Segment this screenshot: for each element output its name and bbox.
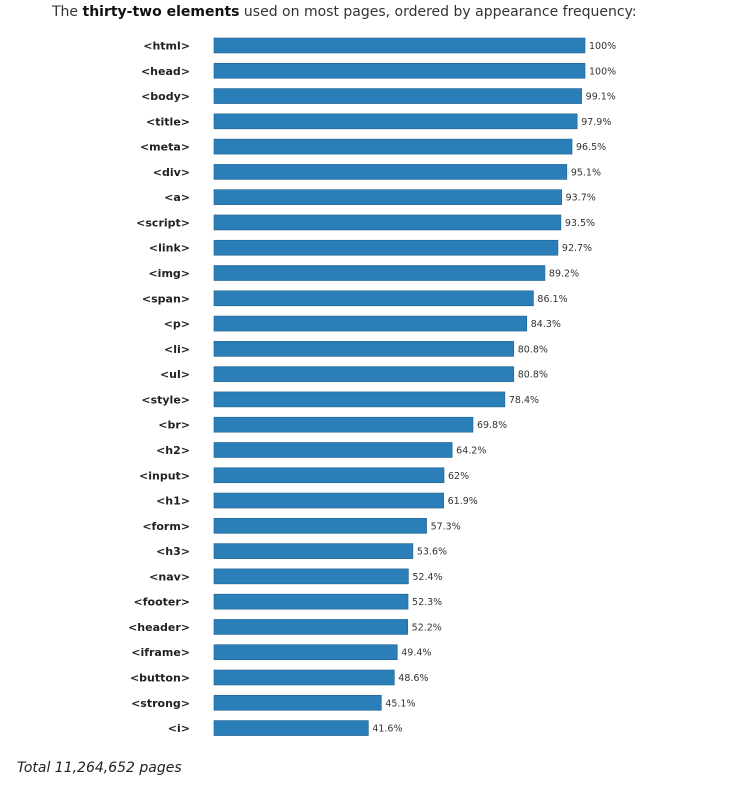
value-label: 45.1%	[385, 698, 415, 709]
category-label: <h3>	[156, 545, 190, 558]
category-label: <head>	[141, 65, 190, 78]
value-label: 52.4%	[412, 572, 442, 583]
category-label: <input>	[139, 469, 190, 482]
caption-bold: thirty-two elements	[82, 4, 240, 20]
value-label: 80.8%	[518, 370, 548, 381]
value-label: 57.3%	[431, 521, 461, 532]
value-label: 41.6%	[372, 724, 402, 735]
value-label: 80.8%	[518, 344, 548, 355]
category-label: <br>	[158, 419, 190, 432]
value-label: 100%	[589, 41, 616, 52]
category-label: <meta>	[140, 141, 190, 154]
bar	[213, 239, 559, 256]
category-label: <li>	[164, 343, 190, 356]
value-label: 61.9%	[448, 496, 478, 507]
caption-prefix: The	[52, 4, 83, 20]
category-label: <div>	[153, 166, 190, 179]
category-label: <body>	[141, 90, 190, 103]
category-label: <form>	[142, 520, 190, 533]
category-label: <html>	[143, 40, 190, 53]
category-label: <p>	[164, 318, 190, 331]
bar	[213, 138, 573, 155]
category-label: <img>	[148, 267, 190, 280]
bar	[213, 391, 506, 408]
bar	[213, 619, 408, 635]
bar	[213, 467, 445, 484]
bar	[213, 543, 414, 559]
value-label: 84.3%	[531, 319, 561, 330]
value-label: 99.1%	[586, 92, 616, 103]
value-label: 53.6%	[417, 547, 447, 558]
bar	[213, 366, 515, 382]
bar	[213, 214, 562, 231]
value-label: 92.7%	[562, 243, 592, 254]
value-label: 78.4%	[509, 395, 539, 406]
bar	[213, 669, 395, 686]
category-label: <title>	[146, 115, 190, 128]
total-pages: Total 11,264,652 pages	[17, 760, 182, 776]
chart-caption: The thirty-two elements used on most pag…	[52, 3, 637, 21]
bar	[213, 315, 528, 332]
value-label: 89.2%	[549, 269, 579, 280]
category-label: <script>	[136, 216, 190, 229]
bar	[213, 164, 568, 180]
category-label: <i>	[168, 722, 190, 735]
category-label: <iframe>	[131, 646, 190, 659]
bar	[213, 189, 562, 205]
value-label: 95.1%	[571, 167, 601, 178]
value-label: 96.5%	[576, 142, 606, 153]
bar	[213, 593, 409, 610]
bar-chart: <html> 100% <head> 100% <body> 99.1% <title> 97…	[128, 37, 616, 736]
bar	[213, 644, 398, 661]
category-label: <h1>	[156, 495, 190, 508]
category-label: <footer>	[134, 596, 190, 609]
value-label: 93.5%	[565, 218, 595, 229]
value-label: 62%	[448, 471, 469, 482]
value-label: 100%	[589, 66, 616, 77]
category-label: <link>	[149, 242, 190, 255]
value-label: 97.9%	[581, 117, 611, 128]
category-label: <button>	[130, 672, 190, 685]
category-label: <span>	[142, 292, 190, 305]
value-label: 52.3%	[412, 597, 442, 608]
bar	[213, 720, 369, 736]
value-label: 52.2%	[412, 622, 442, 633]
category-label: <ul>	[160, 368, 190, 381]
bar	[213, 37, 586, 54]
bar	[213, 113, 578, 130]
category-label: <nav>	[149, 570, 190, 583]
category-label: <strong>	[131, 697, 190, 710]
value-label: 93.7%	[566, 193, 596, 204]
value-label: 86.1%	[537, 294, 567, 305]
bar	[213, 518, 427, 534]
category-label: <h2>	[156, 444, 190, 457]
bar	[213, 442, 453, 458]
bar	[213, 88, 582, 104]
bar	[213, 341, 515, 357]
value-label: 49.4%	[401, 648, 431, 659]
bar	[213, 568, 409, 585]
category-label: <a>	[164, 191, 190, 204]
bar	[213, 492, 444, 509]
category-label: <style>	[141, 393, 190, 406]
bar	[213, 265, 546, 281]
value-label: 64.2%	[456, 445, 486, 456]
bar	[213, 62, 586, 79]
bar	[213, 290, 534, 307]
bar	[213, 416, 474, 433]
value-label: 69.8%	[477, 420, 507, 431]
caption-suffix: used on most pages, ordered by appearanc…	[239, 4, 637, 20]
value-label: 48.6%	[398, 673, 428, 684]
category-label: <header>	[128, 621, 190, 634]
bar	[213, 694, 382, 711]
